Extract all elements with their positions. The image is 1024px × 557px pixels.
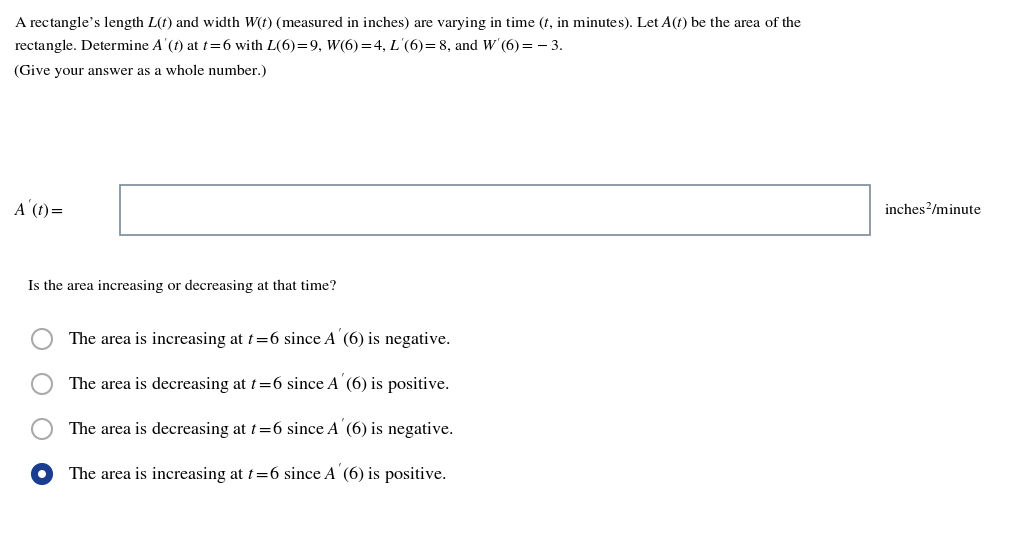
Text: The area is increasing at $t = 6$ since $A'(6)$ is positive.: The area is increasing at $t = 6$ since … — [68, 462, 446, 486]
Circle shape — [38, 470, 46, 478]
Circle shape — [32, 419, 52, 439]
Circle shape — [32, 464, 52, 484]
Circle shape — [32, 329, 52, 349]
Text: The area is decreasing at $t = 6$ since $A'(6)$ is positive.: The area is decreasing at $t = 6$ since … — [68, 372, 450, 396]
Text: inches$^2$/minute: inches$^2$/minute — [884, 202, 982, 218]
Text: A rectangle’s length $L(t)$ and width $W(t)$ (measured in inches) are varying in: A rectangle’s length $L(t)$ and width $W… — [14, 14, 803, 32]
Text: $A'(t) =$: $A'(t) =$ — [14, 199, 63, 221]
Bar — [120, 185, 870, 235]
Text: (Give your answer as a whole number.): (Give your answer as a whole number.) — [14, 65, 266, 79]
Text: Is the area increasing or decreasing at that time?: Is the area increasing or decreasing at … — [28, 280, 336, 294]
Circle shape — [32, 374, 52, 394]
Text: The area is increasing at $t = 6$ since $A'(6)$ is negative.: The area is increasing at $t = 6$ since … — [68, 327, 451, 351]
Text: The area is decreasing at $t = 6$ since $A'(6)$ is negative.: The area is decreasing at $t = 6$ since … — [68, 417, 454, 441]
Text: rectangle. Determine $A'(t)$ at $t = 6$ with $L(6) = 9$, $W(6) = 4$, $L'(6) = 8$: rectangle. Determine $A'(t)$ at $t = 6$ … — [14, 36, 563, 56]
